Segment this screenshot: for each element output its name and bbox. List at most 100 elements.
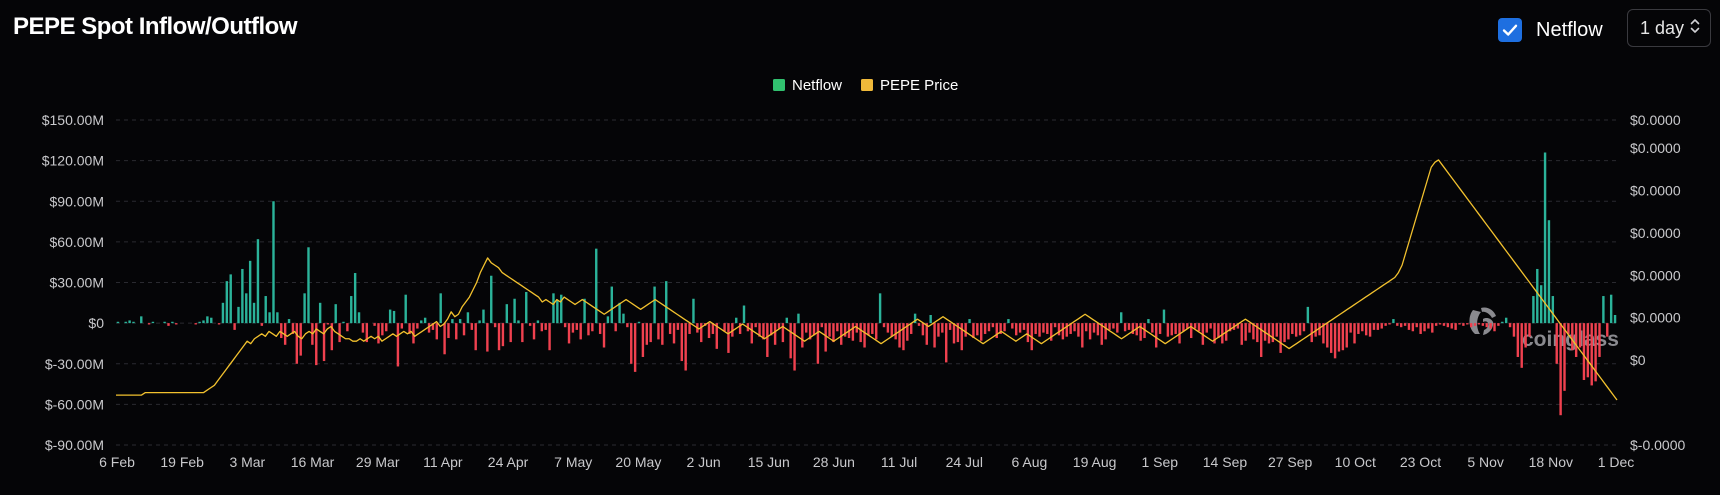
netflow-bar [1042, 323, 1045, 333]
legend-netflow-label: Netflow [792, 77, 842, 94]
netflow-bar [898, 323, 901, 348]
netflow-bar [785, 317, 788, 324]
netflow-bar [602, 323, 606, 348]
netflow-bar [132, 321, 135, 324]
netflow-bar [731, 323, 734, 337]
netflow-bar [1046, 323, 1049, 334]
netflow-bar [1287, 323, 1290, 340]
netflow-bar [583, 298, 586, 324]
chevron-updown-icon [1690, 17, 1700, 40]
x-tick-label: 16 Mar [291, 454, 335, 470]
x-tick-label: 28 Jun [813, 454, 855, 470]
netflow-bar [1466, 323, 1469, 325]
netflow-bar [1462, 323, 1465, 326]
netflow-bar [493, 323, 497, 328]
netflow-bar [1259, 323, 1263, 357]
netflow-bar [1318, 323, 1321, 336]
netflow-checkbox[interactable]: Netflow [1498, 15, 1603, 45]
netflow-bar [338, 323, 341, 343]
netflow-bar [416, 323, 419, 329]
x-tick-label: 29 Mar [356, 454, 400, 470]
netflow-bar [723, 323, 726, 332]
netflow-bar [1559, 323, 1562, 416]
netflow-bar [505, 304, 509, 324]
netflow-bar [1018, 323, 1022, 333]
netflow-bar [264, 296, 267, 324]
netflow-bar [649, 323, 652, 343]
netflow-bar [688, 323, 691, 334]
netflow-bar [1112, 323, 1115, 329]
netflow-bar [587, 323, 590, 336]
legend-price-swatch [861, 79, 873, 91]
netflow-bar [929, 315, 932, 324]
netflow-bar [995, 323, 998, 339]
netflow-bar [991, 323, 995, 328]
netflow-bar [1454, 323, 1457, 330]
netflow-bar [295, 323, 299, 364]
page-title: PEPE Spot Inflow/Outflow [13, 13, 297, 40]
y-left-tick-label: $0 [88, 315, 104, 331]
netflow-bar [470, 323, 474, 330]
netflow-bar [1333, 323, 1337, 359]
netflow-bar [692, 298, 695, 324]
netflow-bar [789, 323, 792, 359]
netflow-bar [1275, 323, 1278, 337]
netflow-bar [385, 323, 388, 332]
netflow-bar [1407, 323, 1411, 330]
x-tick-label: 23 Oct [1400, 454, 1441, 470]
netflow-bar [482, 309, 485, 324]
netflow-bar [431, 323, 435, 330]
netflow-bar [1376, 323, 1380, 330]
netflow-bar [404, 294, 407, 324]
netflow-bar [217, 323, 221, 325]
y-right-tick-label: $0.0000 [1630, 112, 1681, 128]
netflow-bar [1271, 323, 1275, 343]
netflow-bar [291, 323, 295, 334]
netflow-bar [1501, 321, 1504, 324]
netflow-bar [1011, 323, 1014, 329]
netflow-bar [793, 323, 796, 371]
netflow-bar [1442, 323, 1446, 326]
netflow-bar [843, 323, 847, 337]
netflow-bar [781, 323, 785, 343]
netflow-bar [941, 323, 944, 333]
netflow-bar [1403, 323, 1407, 326]
interval-select[interactable]: 1 day [1627, 9, 1711, 47]
netflow-bar [1446, 323, 1450, 328]
check-icon[interactable] [1498, 18, 1522, 42]
netflow-bar [1298, 323, 1302, 336]
netflow-bar [770, 323, 773, 336]
netflow-bar [486, 323, 489, 352]
y-left-tick-label: $60.00M [50, 234, 104, 250]
netflow-bar [225, 281, 229, 324]
x-tick-label: 18 Nov [1529, 454, 1573, 470]
netflow-bar [894, 323, 897, 340]
netflow-bar [610, 286, 613, 324]
netflow-bar [630, 323, 633, 364]
netflow-bar [711, 323, 715, 334]
netflow-bar [999, 323, 1002, 334]
netflow-bar [167, 323, 170, 326]
netflow-bar [937, 323, 940, 337]
netflow-bar [910, 323, 913, 334]
netflow-bar [1248, 323, 1251, 333]
netflow-bar [447, 323, 450, 339]
netflow-bar [1388, 323, 1391, 325]
netflow-bar [342, 321, 345, 324]
netflow-bars [116, 152, 1617, 416]
netflow-bar [1361, 323, 1364, 332]
netflow-bar [661, 323, 664, 345]
netflow-bar [1189, 323, 1193, 339]
netflow-bar [563, 323, 567, 328]
netflow-bar [1057, 323, 1061, 336]
netflow-bar [1427, 323, 1430, 329]
netflow-bar [921, 323, 925, 336]
netflow-bar [816, 323, 820, 364]
netflow-bar [1081, 323, 1084, 348]
netflow-bar [820, 323, 823, 328]
x-tick-label: 19 Aug [1073, 454, 1117, 470]
netflow-bar [334, 304, 337, 324]
netflow-bar [1504, 317, 1508, 324]
netflow-bar [427, 323, 431, 333]
